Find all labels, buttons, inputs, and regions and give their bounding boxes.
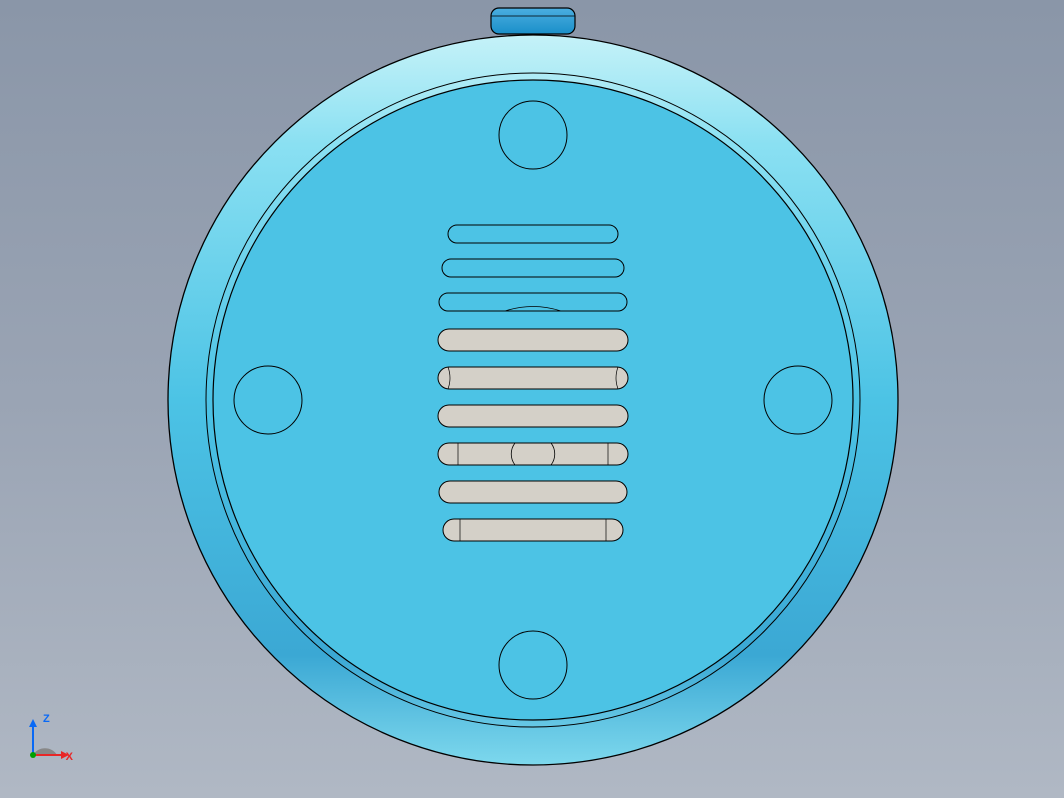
vent-slot[interactable] <box>438 367 628 389</box>
vent-slot[interactable] <box>438 443 628 465</box>
screw-boss-right[interactable] <box>764 366 832 434</box>
vent-slot[interactable] <box>443 519 623 541</box>
screw-boss-left[interactable] <box>234 366 302 434</box>
vent-slot[interactable] <box>442 259 624 277</box>
axis-arc <box>33 748 57 755</box>
top-nub[interactable] <box>491 8 575 34</box>
screw-boss-bottom[interactable] <box>499 631 567 699</box>
vent-slot[interactable] <box>448 225 618 243</box>
vent-slot[interactable] <box>438 329 628 351</box>
model-canvas[interactable] <box>0 0 1064 798</box>
vent-slot-group <box>438 225 628 541</box>
vent-slot[interactable] <box>439 293 627 311</box>
z-axis-label: Z <box>43 713 50 725</box>
x-axis-label: X <box>66 751 73 763</box>
cad-viewport[interactable]: Z X <box>0 0 1064 798</box>
axis-triad: Z X <box>15 713 75 773</box>
y-axis-dot <box>30 752 36 758</box>
vent-slot[interactable] <box>438 405 628 427</box>
z-axis-arrow <box>29 719 37 727</box>
screw-boss-top[interactable] <box>499 101 567 169</box>
main-face[interactable] <box>213 80 853 720</box>
vent-slot[interactable] <box>439 481 627 503</box>
